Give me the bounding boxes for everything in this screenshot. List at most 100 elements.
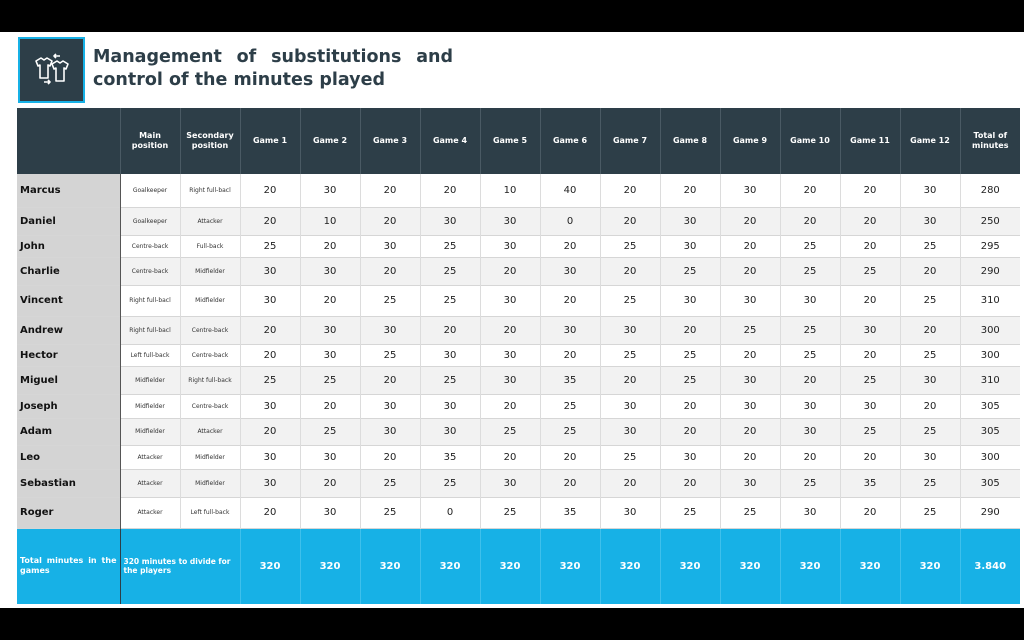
minutes-cell: 35 (419, 445, 480, 469)
minutes-cell: 25 (899, 469, 960, 497)
player-name: Miguel (17, 366, 121, 394)
minutes-cell: 30 (359, 316, 420, 344)
minutes-cell: 10 (299, 207, 360, 235)
minutes-cell: 35 (839, 469, 900, 497)
minutes-cell: 20 (839, 344, 900, 366)
minutes-cell: 25 (779, 469, 840, 497)
minutes-cell: 20 (719, 257, 780, 285)
minutes-cell: 30 (539, 257, 600, 285)
header-game: Game 3 (359, 108, 420, 174)
player-total: 310 (959, 366, 1020, 394)
player-row: Hector Left full-back Centre-back 20 30 25 30 3… (17, 344, 1020, 366)
logo (18, 37, 85, 103)
minutes-cell: 0 (539, 207, 600, 235)
minutes-cell: 25 (299, 418, 360, 445)
minutes-cell: 25 (599, 445, 660, 469)
player-row: Adam Midfielder Attacker 20 25 30 30 25 25 30 20 20… (17, 418, 1020, 445)
minutes-cell: 25 (839, 418, 900, 445)
player-row: Marcus Goalkeeper Right full-bacl 20 30 20 20 1… (17, 174, 1020, 207)
game-total: 320 (239, 528, 300, 604)
secondary-position: Attacker (179, 207, 240, 235)
minutes-cell: 30 (659, 235, 720, 257)
secondary-position: Full-back (179, 235, 240, 257)
header-name (17, 108, 120, 174)
minutes-cell: 25 (419, 257, 480, 285)
minutes-cell: 25 (779, 257, 840, 285)
main-position: Midfielder (119, 418, 180, 445)
slide: Management of substitutions and control … (0, 32, 1024, 608)
secondary-position: Centre-back (179, 344, 240, 366)
game-total: 320 (599, 528, 660, 604)
minutes-cell: 30 (419, 344, 480, 366)
header-game: Game 2 (299, 108, 360, 174)
minutes-cell: 30 (299, 497, 360, 528)
minutes-cell: 30 (299, 257, 360, 285)
player-name: Roger (17, 497, 121, 528)
minutes-cell: 20 (659, 418, 720, 445)
main-position: Attacker (119, 497, 180, 528)
minutes-cell: 25 (659, 257, 720, 285)
minutes-cell: 30 (779, 394, 840, 418)
minutes-cell: 40 (539, 174, 600, 207)
secondary-position: Attacker (179, 418, 240, 445)
minutes-cell: 30 (899, 207, 960, 235)
game-total: 320 (659, 528, 720, 604)
minutes-cell: 30 (479, 235, 540, 257)
player-name: Adam (17, 418, 121, 445)
minutes-cell: 20 (479, 316, 540, 344)
minutes-cell: 20 (539, 445, 600, 469)
player-name: Leo (17, 445, 121, 469)
header-game: Game 12 (899, 108, 960, 174)
minutes-cell: 20 (839, 207, 900, 235)
player-total: 300 (959, 445, 1020, 469)
minutes-cell: 30 (719, 174, 780, 207)
game-total: 320 (359, 528, 420, 604)
minutes-cell: 25 (899, 235, 960, 257)
minutes-cell: 30 (719, 285, 780, 316)
minutes-cell: 30 (239, 285, 300, 316)
minutes-cell: 25 (899, 418, 960, 445)
header-game: Game 7 (599, 108, 660, 174)
game-total: 320 (299, 528, 360, 604)
minutes-cell: 25 (359, 344, 420, 366)
minutes-cell: 30 (479, 344, 540, 366)
player-row: Joseph Midfielder Centre-back 30 20 30 30 20 25 3… (17, 394, 1020, 418)
minutes-cell: 25 (599, 235, 660, 257)
player-total: 280 (959, 174, 1020, 207)
secondary-position: Midfielder (179, 445, 240, 469)
minutes-cell: 20 (299, 394, 360, 418)
game-total: 320 (719, 528, 780, 604)
minutes-cell: 30 (599, 394, 660, 418)
minutes-cell: 25 (659, 497, 720, 528)
player-name: Sebastian (17, 469, 121, 497)
minutes-cell: 20 (659, 316, 720, 344)
player-name: Joseph (17, 394, 121, 418)
minutes-cell: 25 (539, 418, 600, 445)
minutes-cell: 20 (599, 257, 660, 285)
main-position: Attacker (119, 469, 180, 497)
minutes-cell: 25 (479, 418, 540, 445)
minutes-cell: 30 (719, 394, 780, 418)
minutes-cell: 30 (419, 394, 480, 418)
minutes-cell: 20 (839, 235, 900, 257)
minutes-cell: 30 (299, 445, 360, 469)
player-name: Charlie (17, 257, 121, 285)
minutes-cell: 20 (419, 316, 480, 344)
player-total: 290 (959, 497, 1020, 528)
minutes-cell: 30 (839, 394, 900, 418)
minutes-cell: 35 (539, 366, 600, 394)
minutes-cell: 25 (839, 366, 900, 394)
totals-note: 320 minutes to divide for the players (119, 528, 240, 604)
header-total: Total of minutes (959, 108, 1020, 174)
main-position: Left full-back (119, 344, 180, 366)
secondary-position: Centre-back (179, 316, 240, 344)
minutes-cell: 20 (719, 418, 780, 445)
minutes-cell: 30 (359, 235, 420, 257)
minutes-cell: 30 (659, 445, 720, 469)
minutes-cell: 25 (899, 344, 960, 366)
header-game: Game 11 (839, 108, 900, 174)
minutes-cell: 30 (599, 497, 660, 528)
game-total: 320 (419, 528, 480, 604)
